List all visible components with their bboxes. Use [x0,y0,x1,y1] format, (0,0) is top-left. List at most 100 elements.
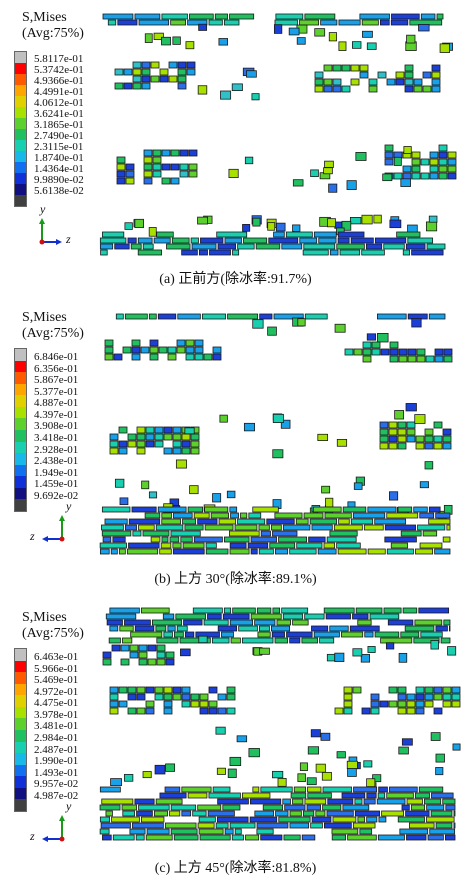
mesh-element [130,631,163,638]
mesh-element [433,693,443,701]
mesh-element [447,158,457,166]
mesh-element [389,341,399,349]
mesh-element [420,13,436,20]
mesh-element [250,548,258,555]
axis-triad: y z [28,499,78,545]
mesh-element [230,637,241,644]
mesh-element [143,149,153,157]
mesh-element [255,243,281,250]
mesh-element [424,461,434,470]
mesh-element [278,536,308,543]
mesh-element [136,707,146,715]
mesh-element [354,810,381,817]
mesh-element [161,518,181,525]
legend-value: 3.6241e-01 [34,108,84,120]
mesh-element [118,426,128,434]
mesh-element [164,786,181,793]
mesh-element [172,447,182,455]
mesh-element [324,512,352,519]
mesh-element [169,498,180,506]
mesh-element [258,548,274,555]
mesh-element [386,548,414,555]
mesh-element [170,19,187,26]
mesh-element [407,355,417,363]
mesh-element [155,625,167,632]
mesh-element [353,786,378,793]
mesh-element [161,13,188,20]
legend-color-swatch [15,395,26,407]
mesh-element [366,792,377,799]
mesh-element [216,816,249,823]
mesh-element [366,778,376,788]
mesh-element [304,313,328,320]
mesh-element [179,149,189,157]
mesh-element [136,693,146,701]
legend-value: 2.438e-01 [34,455,79,468]
mesh-element [402,249,411,256]
legend-value: 6.846e-01 [34,351,79,363]
mesh-element [436,13,444,20]
mesh-element [311,816,332,823]
mesh-element [324,160,334,168]
mesh-element [184,631,195,638]
mesh-element [123,68,133,76]
mesh-element [393,156,402,166]
mesh-element [281,243,303,250]
mesh-element [334,707,344,715]
mesh-element [101,524,124,531]
mesh-element [359,64,369,72]
legend-value: 2.928e-01 [34,443,79,456]
mesh-element [127,693,137,701]
mesh-element [334,323,346,333]
mesh-element [224,237,242,244]
mesh-element [204,506,229,513]
mesh-element [164,822,197,829]
mesh-element [125,170,135,178]
mesh-element [258,524,270,531]
mesh-element [426,243,446,250]
mesh-element [428,313,446,320]
mesh-element [422,530,438,537]
mesh-element [313,231,337,238]
legend-value: 3.481e-01 [34,720,79,733]
mesh-element [143,156,153,164]
mesh-element [424,686,434,694]
mesh-element [301,637,318,644]
legend-value: 6.356e-01 [34,362,79,375]
legend-color-bar [14,648,27,812]
mesh-element [102,536,112,543]
mesh-element [424,693,434,701]
mesh-element [121,804,137,811]
legend-color-swatch [15,729,26,742]
legend-color-swatch [15,372,26,384]
mesh-element [397,506,413,513]
mesh-element [116,156,126,164]
legend-color-swatch [15,718,26,730]
mesh-element [254,619,276,626]
legend-value: 3.418e-01 [34,432,79,444]
mesh-element [288,27,300,36]
mesh-element [362,30,373,38]
mesh-element [184,427,195,435]
mesh-element [220,90,232,100]
mesh-element [430,810,453,817]
mesh-element [231,834,244,841]
mesh-element [181,249,198,256]
mesh-element [154,686,164,694]
mesh-element [426,816,455,823]
mesh-element [391,13,420,20]
mesh-element [434,548,451,555]
mesh-element [168,61,178,69]
legend-color-swatch [15,441,26,454]
mesh-element [373,214,382,224]
mesh-element [281,607,309,614]
mesh-element [197,216,208,225]
mesh-element [370,700,380,708]
mesh-element [216,767,226,775]
mesh-element [317,433,329,441]
legend-value: 4.987e-02 [34,789,79,802]
legend-color-swatch [15,96,26,107]
mesh-element [406,435,416,443]
mesh-element [389,355,399,363]
mesh-element [445,804,456,811]
